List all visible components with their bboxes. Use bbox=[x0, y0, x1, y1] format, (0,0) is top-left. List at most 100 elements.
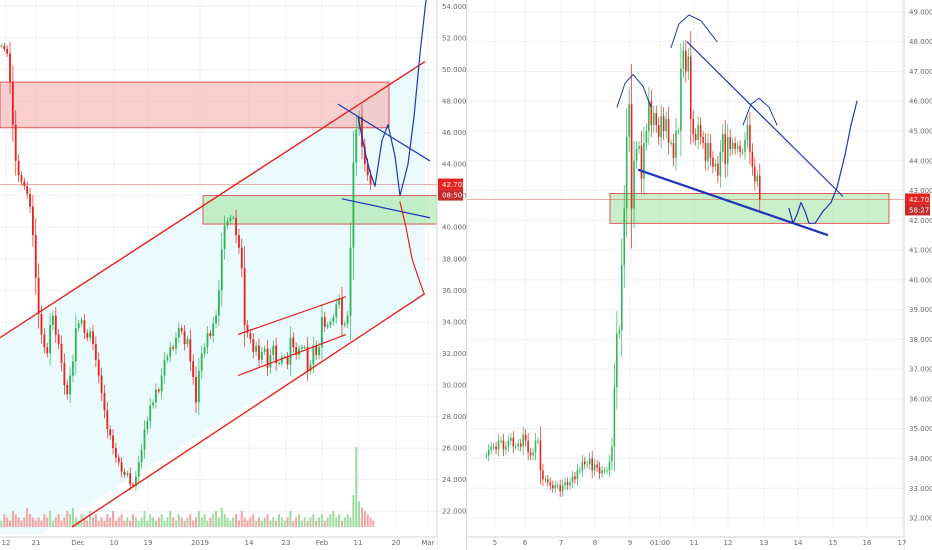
candle-body bbox=[490, 446, 492, 450]
candle-body bbox=[117, 457, 120, 463]
volume-bar bbox=[240, 511, 243, 527]
candle-body bbox=[289, 337, 292, 365]
candle-body bbox=[275, 345, 278, 363]
volume-bar bbox=[217, 517, 220, 527]
x-axis: 12 21 Dec 10 19 2019 14 23 Feb 11 20 Mar bbox=[0, 536, 437, 550]
volume-bar bbox=[349, 517, 352, 527]
candle-body bbox=[17, 160, 20, 176]
candle-body bbox=[77, 323, 80, 329]
candle-body bbox=[217, 290, 220, 316]
x-tick-label: 12 bbox=[2, 539, 11, 547]
chart-panel-right[interactable]: 32.000 33.000 34.000 35.000 36.000 37.000 38.0… bbox=[466, 0, 932, 550]
volume-bar bbox=[49, 511, 52, 527]
volume-bar bbox=[94, 514, 97, 527]
candle-body bbox=[86, 332, 89, 338]
candle-body bbox=[238, 235, 240, 248]
chart-left-canvas[interactable]: 22.000 24.000 26.000 28.000 30.000 32.000 34.0… bbox=[0, 0, 466, 550]
y-tick-label: 45.000 bbox=[909, 128, 932, 136]
volume-bar bbox=[246, 520, 249, 527]
candle-body bbox=[26, 186, 29, 195]
candle-body bbox=[315, 345, 318, 356]
x-tick-label: 8 bbox=[593, 539, 597, 547]
y-tick-label: 39.000 bbox=[909, 306, 932, 314]
volume-bar bbox=[83, 517, 86, 527]
candle-body bbox=[335, 304, 338, 318]
volume-bar bbox=[309, 517, 312, 527]
volume-bar bbox=[232, 517, 235, 527]
y-tick-label: 28.000 bbox=[442, 413, 466, 421]
volume-bar bbox=[120, 514, 123, 527]
candle-body bbox=[0, 45, 3, 47]
volume-bar bbox=[212, 514, 215, 527]
candle-body bbox=[229, 217, 232, 221]
candle-body bbox=[576, 470, 579, 480]
candle-body bbox=[734, 142, 736, 149]
candle-body bbox=[240, 247, 243, 269]
candle-body bbox=[195, 377, 197, 403]
volume-bar bbox=[320, 514, 323, 527]
candle-body bbox=[758, 175, 761, 200]
candle-body bbox=[581, 461, 584, 471]
volume-bar bbox=[300, 520, 303, 527]
volume-bar bbox=[60, 520, 63, 527]
volume-bar bbox=[117, 517, 120, 527]
volume-bar bbox=[346, 514, 349, 527]
chart-right-canvas[interactable]: 32.000 33.000 34.000 35.000 36.000 37.000 38.0… bbox=[467, 0, 932, 550]
candle-body bbox=[100, 375, 103, 393]
candle-body bbox=[186, 339, 189, 344]
candle-body bbox=[209, 332, 212, 337]
volume-bar bbox=[26, 507, 29, 527]
volume-bar bbox=[137, 520, 140, 527]
volume-bar bbox=[340, 520, 343, 527]
volume-bar bbox=[200, 517, 203, 527]
candle-body bbox=[584, 461, 586, 465]
candle-body bbox=[140, 449, 143, 463]
candle-body bbox=[754, 166, 756, 182]
candle-body bbox=[685, 50, 687, 72]
candle-body bbox=[726, 136, 729, 164]
candle-body bbox=[699, 125, 702, 137]
candle-body bbox=[52, 315, 54, 326]
candle-body bbox=[160, 375, 163, 392]
chart-panel-left[interactable]: 22.000 24.000 26.000 28.000 30.000 32.000 34.0… bbox=[0, 0, 466, 550]
candle-body bbox=[588, 458, 591, 465]
x-tick-label: 16 bbox=[863, 539, 872, 547]
candle-body bbox=[89, 331, 92, 338]
candle-body bbox=[157, 389, 160, 392]
candle-body bbox=[593, 464, 596, 471]
candle-body bbox=[702, 136, 704, 143]
candle-body bbox=[40, 313, 43, 335]
candle-body bbox=[343, 323, 346, 326]
volume-bar bbox=[23, 517, 26, 527]
x-tick-label: 01:00 bbox=[650, 539, 670, 547]
projected-path-down bbox=[399, 201, 425, 295]
candle-body bbox=[23, 181, 26, 187]
candle-body bbox=[143, 429, 146, 450]
candle-body bbox=[707, 142, 709, 161]
candle-body bbox=[212, 323, 215, 337]
y-tick-label: 32.000 bbox=[909, 515, 932, 523]
candle-body bbox=[736, 145, 739, 149]
y-tick-label: 26.000 bbox=[442, 445, 466, 453]
volume-bar bbox=[0, 520, 3, 527]
candle-body bbox=[559, 485, 561, 492]
candle-body bbox=[628, 104, 630, 137]
volume-bar bbox=[197, 511, 200, 527]
y-axis: 22.000 24.000 26.000 28.000 30.000 32.000 34.0… bbox=[436, 0, 466, 550]
candle-body bbox=[69, 375, 72, 395]
candle-body bbox=[109, 429, 112, 436]
candle-body bbox=[83, 320, 86, 333]
candle-body bbox=[749, 125, 751, 152]
volume-bar bbox=[112, 511, 115, 527]
volume-bar bbox=[363, 511, 366, 527]
candle-body bbox=[363, 146, 366, 165]
volume-bar bbox=[174, 520, 177, 527]
candle-body bbox=[579, 470, 581, 472]
candle-body bbox=[272, 345, 275, 356]
volume-bar bbox=[226, 517, 229, 527]
head-arc-left bbox=[616, 73, 652, 108]
candle-body bbox=[616, 333, 618, 388]
candle-body bbox=[650, 101, 653, 126]
candle-body bbox=[492, 446, 495, 448]
candle-body bbox=[719, 151, 722, 176]
